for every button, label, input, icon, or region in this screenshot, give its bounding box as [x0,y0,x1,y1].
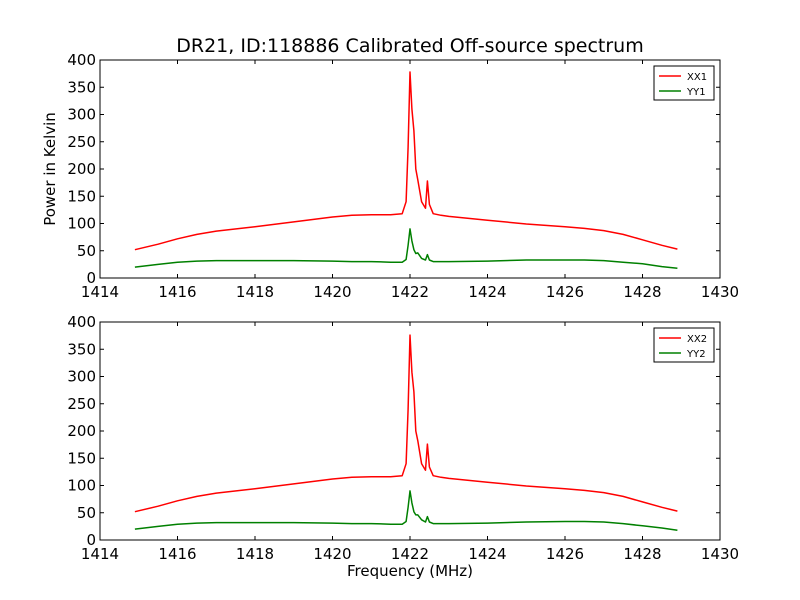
series-line-xx2 [134,334,678,513]
y-tick-label: 350 [67,78,96,96]
x-tick-label: 1430 [701,545,739,563]
y-tick-label: 200 [67,160,96,178]
legend-box [653,327,715,363]
y-tick-label: 350 [67,340,96,358]
legend-label: XX1 [687,72,707,83]
x-tick-label: 1416 [158,283,196,301]
legend-box [653,65,715,101]
bottom-panel: 1414 1416 1418 1420 1422 1424 1426 1428 1430 0 50 1… [67,313,739,580]
x-tick-label: 1428 [623,545,661,563]
x-tick-label: 1416 [158,545,196,563]
y-tick-label: 0 [86,531,96,549]
y-tick-label: 0 [86,269,96,287]
y-tick-label: 50 [77,504,96,522]
y-tick-label: 400 [67,51,96,69]
y-tick-label: 100 [67,477,96,495]
x-tick-label: 1414 [81,545,119,563]
y-tick-label: 200 [67,422,96,440]
x-tick-label: 1420 [313,283,351,301]
legend-label: YY1 [686,87,706,98]
y-tick-label: 400 [67,313,96,331]
legend-label: YY2 [686,349,706,360]
legend-label: XX2 [687,334,707,345]
x-tick-label: 1422 [391,545,429,563]
y-tick-label: 100 [67,215,96,233]
x-axis-label: Frequency (MHz) [347,562,473,580]
x-tick-label: 1414 [81,283,119,301]
y-tick-label: 300 [67,106,96,124]
x-tick-label: 1430 [701,283,739,301]
y-tick-label: 150 [67,187,96,205]
y-tick-label: 250 [67,395,96,413]
x-tick-label: 1418 [236,545,274,563]
series-line-yy2 [134,490,678,531]
x-tick-label: 1428 [623,283,661,301]
x-tick-label: 1420 [313,545,351,563]
x-tick-label: 1426 [546,283,584,301]
chart-title: DR21, ID:118886 Calibrated Off-source sp… [176,35,643,57]
top-panel: 1414 1416 1418 1420 1422 1424 1426 1428 1430 0 50 1… [41,51,739,301]
y-tick-label: 250 [67,133,96,151]
x-tick-label: 1422 [391,283,429,301]
x-tick-label: 1424 [468,283,506,301]
x-tick-label: 1426 [546,545,584,563]
x-tick-label: 1418 [236,283,274,301]
y-tick-label: 150 [67,449,96,467]
series-line-xx1 [134,71,678,251]
y-tick-label: 300 [67,368,96,386]
y-axis-label: Power in Kelvin [41,112,59,226]
y-tick-label: 50 [77,242,96,260]
x-tick-label: 1424 [468,545,506,563]
series-line-yy1 [134,228,678,269]
